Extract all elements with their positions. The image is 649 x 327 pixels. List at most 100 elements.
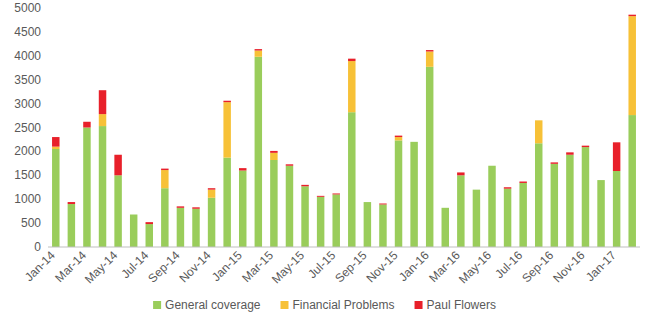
bar-segment	[332, 193, 339, 195]
bar-segment	[130, 214, 137, 247]
legend: General coverage Financial Problems Paul F…	[153, 298, 496, 312]
bar-segment	[504, 187, 511, 188]
bar-segment	[504, 189, 511, 247]
y-tick-label: 1000	[14, 192, 41, 206]
bar-segment	[410, 141, 417, 142]
bar-segment	[286, 164, 293, 165]
bar-segment	[410, 142, 417, 247]
bar-segment	[348, 59, 355, 61]
bar-segment	[488, 165, 495, 166]
bar-segment	[146, 224, 153, 247]
bar-segment	[223, 101, 230, 102]
y-tick-label: 1500	[14, 168, 41, 182]
y-tick-label: 4500	[14, 25, 41, 39]
bar-segment	[52, 147, 59, 149]
bar-segment	[332, 194, 339, 195]
bar-segment	[535, 120, 542, 143]
bar-segment	[239, 168, 246, 170]
bar-segment	[270, 153, 277, 160]
x-tick-label: May-14	[82, 248, 120, 286]
bar-segment	[223, 102, 230, 157]
bar-segment	[177, 207, 184, 208]
x-axis	[48, 247, 640, 248]
legend-label: Paul Flowers	[427, 298, 496, 312]
y-tick-label: 2500	[14, 121, 41, 135]
bar-segment	[161, 170, 168, 188]
bar-segment	[582, 147, 589, 247]
x-tick-label: Sep-15	[332, 248, 369, 285]
y-tick-label: 3000	[14, 97, 41, 111]
bar-segment	[442, 207, 449, 208]
bar-segment	[535, 143, 542, 247]
bar-segment	[364, 202, 371, 203]
bar-segment	[52, 137, 59, 147]
bar-segment	[68, 204, 75, 247]
bar-segment	[317, 197, 324, 247]
x-tick-label: Jan-17	[583, 248, 619, 284]
bar-segment	[317, 196, 324, 197]
bar-segment	[504, 188, 511, 189]
bar-segment	[473, 189, 480, 190]
bar-segment	[551, 163, 558, 164]
bar-segment	[395, 137, 402, 140]
x-tick-label: Nov-15	[363, 248, 400, 285]
bar-segment	[177, 206, 184, 207]
bar-segment	[52, 149, 59, 247]
bar-segment	[488, 165, 495, 166]
bar-segment	[597, 180, 604, 181]
bar-segment	[628, 115, 635, 247]
bar-segment	[83, 128, 90, 248]
bar-segment	[161, 169, 168, 170]
x-tick-label: Nov-14	[176, 248, 213, 285]
bar-segment	[582, 146, 589, 147]
bar-segment	[114, 155, 121, 176]
bar-segment	[192, 207, 199, 208]
bar-segment	[348, 61, 355, 112]
bar-segment	[582, 147, 589, 148]
bar-segment	[270, 151, 277, 153]
y-tick-label: 3500	[14, 73, 41, 87]
bar-segment	[613, 171, 620, 247]
bar-segment	[442, 207, 449, 208]
bar-segment	[519, 183, 526, 247]
bar-segment	[208, 190, 215, 198]
bar-segment	[332, 194, 339, 247]
bar-segment	[161, 188, 168, 247]
x-tick-label: May-16	[456, 248, 494, 286]
bar-segment	[301, 186, 308, 187]
bar-segment	[426, 67, 433, 247]
legend-label: General coverage	[165, 298, 261, 312]
bar-segment	[566, 152, 573, 154]
bar-segment	[364, 202, 371, 203]
bar-segment	[426, 50, 433, 51]
bar-segment	[551, 164, 558, 247]
legend-swatch	[153, 301, 161, 309]
bar-segment	[597, 180, 604, 181]
legend-label: Financial Problems	[292, 298, 394, 312]
legend-swatch	[280, 301, 288, 309]
bar-segment	[551, 162, 558, 163]
x-tick-label: May-15	[269, 248, 307, 286]
bar-segment	[99, 114, 106, 126]
bar-segment	[473, 189, 480, 190]
bar-segment	[613, 142, 620, 171]
bar-segment	[566, 155, 573, 247]
bar-segment	[99, 90, 106, 114]
bar-segment	[301, 186, 308, 247]
bar-segment	[286, 165, 293, 166]
bar-segment	[114, 175, 121, 247]
bar-segment	[208, 188, 215, 189]
y-tick-label: 0	[34, 240, 41, 254]
x-tick-label: Sep-14	[145, 248, 182, 285]
bar-segment	[379, 204, 386, 247]
bar-segment	[519, 182, 526, 183]
bar-segment	[410, 141, 417, 142]
legend-swatch	[415, 301, 423, 309]
bar-segment	[457, 172, 464, 175]
bar-segment	[255, 51, 262, 57]
bar-segment	[628, 16, 635, 115]
bar-segment	[535, 120, 542, 121]
bar-segment	[130, 214, 137, 215]
y-tick-label: 5000	[14, 1, 41, 15]
bar-segment	[395, 140, 402, 247]
